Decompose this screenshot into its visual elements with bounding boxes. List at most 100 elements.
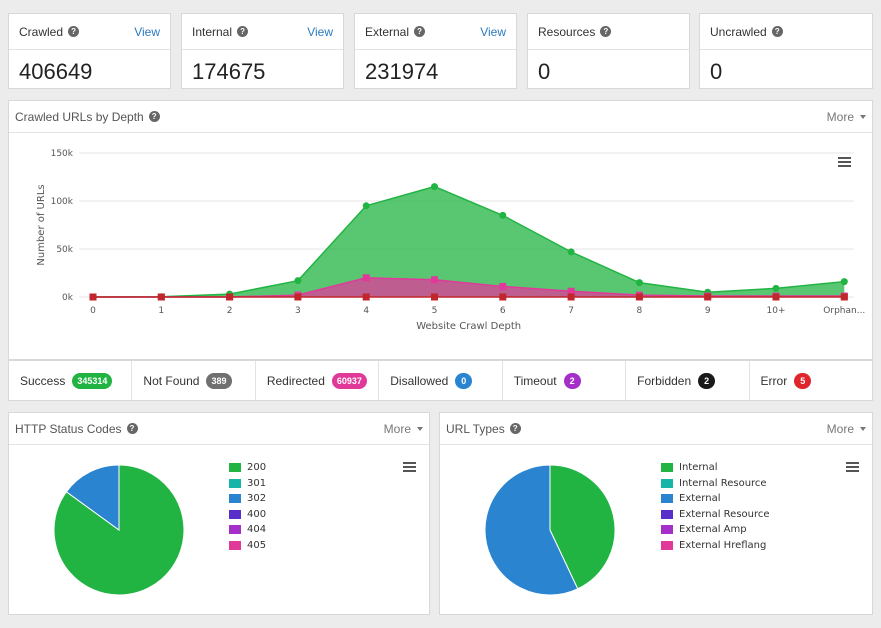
x-tick-label: 8 [637,306,643,316]
data-point [772,293,780,301]
http-status-pie [53,464,185,596]
panel-title: URL Types [446,421,505,436]
panel-title: HTTP Status Codes [15,421,122,436]
legend-swatch [229,478,241,488]
x-tick-label: 2 [227,306,233,316]
depth-chart: 0k 50k 100k 150k 0 1 2 3 4 5 6 7 8 9 10+ Orphan... Websi… [36,149,865,332]
legend-label: Internal Resource [679,477,767,489]
data-point [226,293,234,301]
legend-swatch [229,463,241,473]
more-dropdown[interactable]: More [827,110,866,124]
more-dropdown[interactable]: More [384,422,423,436]
y-tick-label: 150k [51,149,74,159]
legend-label: External [679,493,721,505]
help-icon[interactable]: ? [126,423,138,434]
legend-item[interactable]: 301 [229,476,266,492]
legend-item[interactable]: External Amp [661,522,770,538]
stat-card-resources: Resources? 0 [527,13,690,89]
legend-label: External Amp [679,524,747,536]
legend-label: 301 [247,477,267,489]
legend-item[interactable]: 302 [229,491,266,507]
legend-item[interactable]: Internal [661,460,770,476]
x-tick-label: 6 [500,306,506,316]
stat-value: 174675 [192,59,266,84]
view-crawled-link[interactable]: View [134,24,160,39]
x-tick-label: 7 [568,306,574,316]
legend-item[interactable]: 404 [229,522,266,538]
x-tick-label: 10+ [767,306,786,316]
menu-icon[interactable] [838,157,851,169]
legend-item[interactable]: External Resource [661,507,770,523]
stat-card-external: External? View 231974 [354,13,517,89]
stat-label: Resources [538,24,596,39]
legend-item[interactable]: 405 [229,538,266,554]
legend-item[interactable]: 200 [229,460,266,476]
stat-label: Internal [192,24,233,39]
legend-item[interactable]: External [661,491,770,507]
legend-item[interactable]: 400 [229,507,266,523]
legend-item[interactable]: Internal Resource [661,476,770,492]
help-icon[interactable]: ? [237,26,249,37]
legend-swatch [229,509,241,519]
help-icon[interactable]: ? [600,26,612,37]
legend-label: External Resource [679,508,770,520]
menu-icon[interactable] [403,462,416,474]
help-icon[interactable]: ? [771,26,783,37]
x-tick-label: 0 [90,306,96,316]
view-external-link[interactable]: View [480,24,506,39]
status-forbidden[interactable]: Forbidden 2 [626,361,750,400]
help-icon[interactable]: ? [68,26,80,37]
x-tick-label: Orphan... [823,306,865,316]
data-point [635,293,643,301]
x-tick-label: 3 [295,306,301,316]
stat-card-crawled: Crawled? View 406649 [8,13,171,89]
data-point [704,293,712,301]
y-axis-label: Number of URLs [36,184,47,265]
count-badge: 5 [794,372,812,389]
series-area [93,277,845,297]
y-tick-label: 0k [62,293,74,303]
more-dropdown[interactable]: More [827,422,866,436]
status-success[interactable]: Success 345314 [9,361,133,400]
data-point [362,293,370,301]
stat-value: 0 [710,59,723,84]
status-error[interactable]: Error 5 [750,361,872,400]
count-badge: 60937 [331,372,367,389]
status-redirected[interactable]: Redirected 60937 [256,361,380,400]
help-icon[interactable]: ? [148,111,160,122]
caret-down-icon [417,426,423,431]
status-not-found[interactable]: Not Found 389 [132,361,256,400]
url-types-panel: URL Types? More Internal Internal Resourc… [439,412,873,615]
stat-label: Uncrawled [710,24,767,39]
view-internal-link[interactable]: View [307,24,333,39]
data-point [567,287,575,295]
count-badge: 389 [206,372,232,389]
data-point [840,293,848,301]
data-point [431,293,438,301]
x-tick-label: 1 [158,306,164,316]
legend-label: 302 [247,493,267,505]
data-point [362,274,370,282]
status-timeout[interactable]: Timeout 2 [503,361,627,400]
data-point [431,276,438,284]
http-status-panel: HTTP Status Codes? More 200 301 302 400 404 4… [8,412,430,615]
legend-label: 200 [247,462,267,474]
pie-slice [53,464,185,596]
stat-label: External [365,24,410,39]
status-disallowed[interactable]: Disallowed 0 [379,361,503,400]
data-point [499,282,507,290]
data-point [772,284,780,292]
help-icon[interactable]: ? [414,26,426,37]
legend-swatch [229,494,241,504]
pie-slice [549,464,616,590]
legend-item[interactable]: External Hreflang [661,538,770,554]
url-types-pie [484,464,616,596]
status-summary-row: Success 345314 Not Found 389 Redirected 609… [8,360,873,401]
panel-title: Crawled URLs by Depth [15,109,144,124]
caret-down-icon [860,114,866,119]
help-icon[interactable]: ? [509,423,521,434]
menu-icon[interactable] [846,462,859,474]
legend-swatch [661,463,673,473]
data-point [157,293,165,301]
stat-label: Crawled [19,24,64,39]
